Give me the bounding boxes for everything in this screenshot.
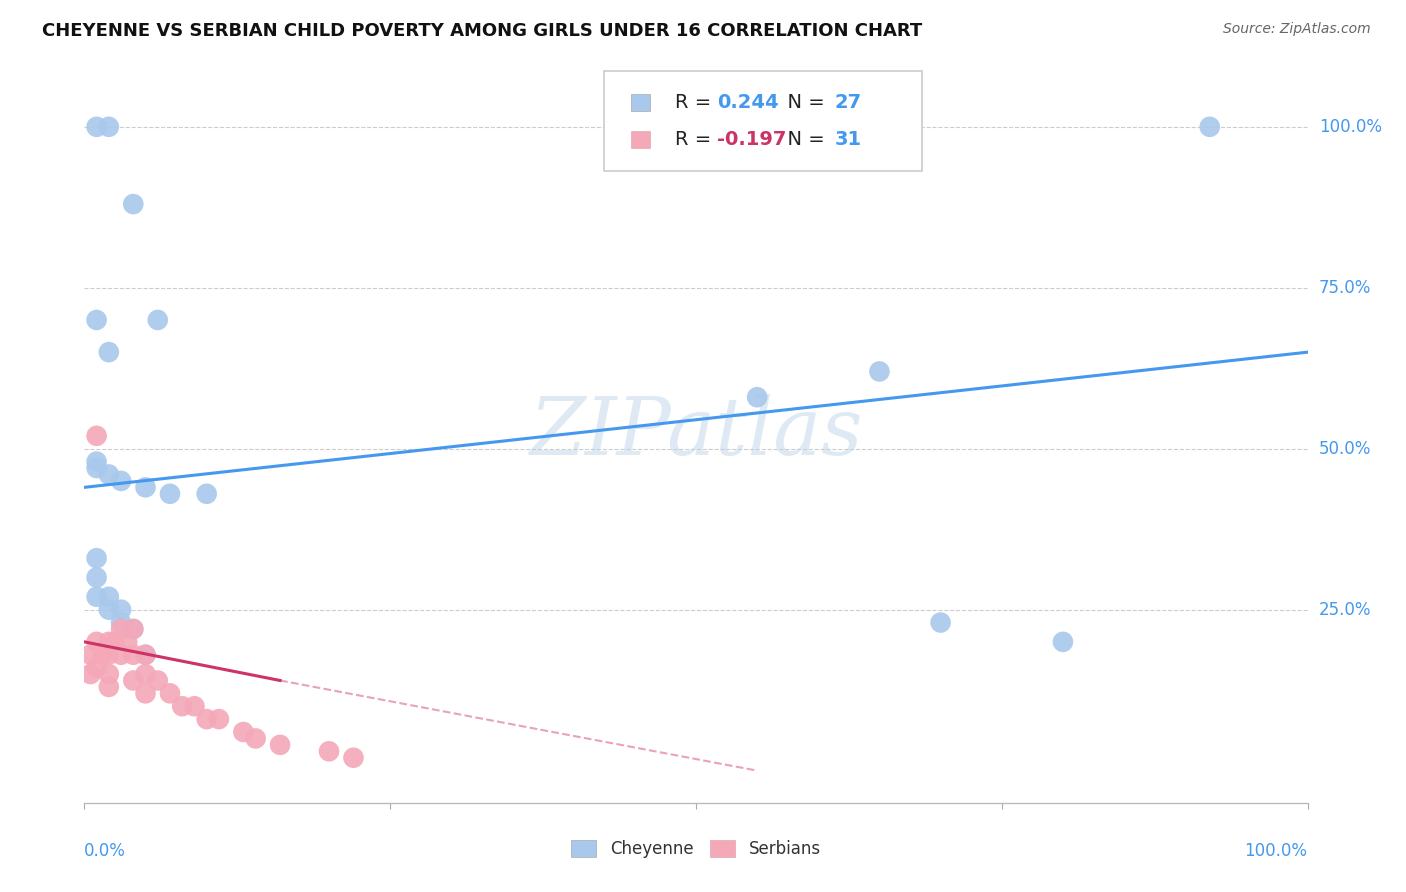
Text: 75.0%: 75.0% — [1319, 279, 1371, 297]
Point — [97, 602, 120, 616]
Point — [245, 731, 267, 746]
Point — [97, 467, 120, 482]
Point — [747, 390, 769, 404]
Point — [86, 461, 108, 475]
Point — [86, 635, 108, 649]
Text: 0.0%: 0.0% — [84, 842, 127, 860]
Point — [159, 487, 181, 501]
Text: 100.0%: 100.0% — [1244, 842, 1308, 860]
Point — [79, 667, 101, 681]
Point — [86, 660, 108, 674]
Point — [146, 673, 169, 688]
Point — [115, 635, 138, 649]
Point — [86, 570, 108, 584]
Point — [135, 648, 157, 662]
Point — [97, 120, 120, 134]
Point — [110, 474, 132, 488]
Text: ZIPatlas: ZIPatlas — [529, 394, 863, 471]
Text: -0.197: -0.197 — [717, 130, 786, 149]
Point — [318, 744, 340, 758]
Point — [86, 313, 108, 327]
Point — [269, 738, 291, 752]
Text: 50.0%: 50.0% — [1319, 440, 1371, 458]
Text: 27: 27 — [834, 93, 862, 112]
Point — [208, 712, 231, 726]
Text: N =: N = — [776, 93, 831, 112]
Point — [86, 454, 108, 468]
Point — [91, 648, 114, 662]
Bar — [631, 95, 650, 111]
Text: 100.0%: 100.0% — [1319, 118, 1382, 136]
Text: Source: ZipAtlas.com: Source: ZipAtlas.com — [1223, 22, 1371, 37]
Bar — [631, 131, 650, 147]
Point — [122, 673, 145, 688]
Point — [232, 725, 254, 739]
Point — [86, 429, 108, 443]
Point — [104, 635, 127, 649]
Text: 31: 31 — [834, 130, 862, 149]
Point — [135, 667, 157, 681]
Point — [1052, 635, 1074, 649]
Point — [97, 635, 120, 649]
Point — [146, 313, 169, 327]
Point — [135, 648, 157, 662]
Point — [172, 699, 194, 714]
Point — [1198, 120, 1220, 134]
Text: R =: R = — [675, 130, 717, 149]
Point — [79, 648, 101, 662]
Point — [86, 590, 108, 604]
Text: 25.0%: 25.0% — [1319, 600, 1371, 619]
Point — [135, 686, 157, 700]
Point — [122, 622, 145, 636]
Point — [342, 750, 364, 764]
Point — [195, 487, 218, 501]
FancyBboxPatch shape — [605, 71, 922, 171]
Point — [122, 622, 145, 636]
Text: CHEYENNE VS SERBIAN CHILD POVERTY AMONG GIRLS UNDER 16 CORRELATION CHART: CHEYENNE VS SERBIAN CHILD POVERTY AMONG … — [42, 22, 922, 40]
Point — [110, 615, 132, 630]
Point — [97, 648, 120, 662]
Point — [122, 197, 145, 211]
Point — [110, 622, 132, 636]
Point — [183, 699, 205, 714]
Point — [86, 551, 108, 566]
Point — [97, 345, 120, 359]
Point — [97, 667, 120, 681]
Text: 0.244: 0.244 — [717, 93, 779, 112]
Point — [110, 648, 132, 662]
Point — [122, 648, 145, 662]
Point — [195, 712, 218, 726]
Point — [97, 590, 120, 604]
Point — [110, 602, 132, 616]
Point — [97, 680, 120, 694]
Point — [159, 686, 181, 700]
Point — [869, 364, 891, 378]
Point — [86, 120, 108, 134]
Text: R =: R = — [675, 93, 717, 112]
Point — [929, 615, 952, 630]
Legend: Cheyenne, Serbians: Cheyenne, Serbians — [565, 833, 827, 865]
Point — [135, 480, 157, 494]
Text: N =: N = — [776, 130, 831, 149]
